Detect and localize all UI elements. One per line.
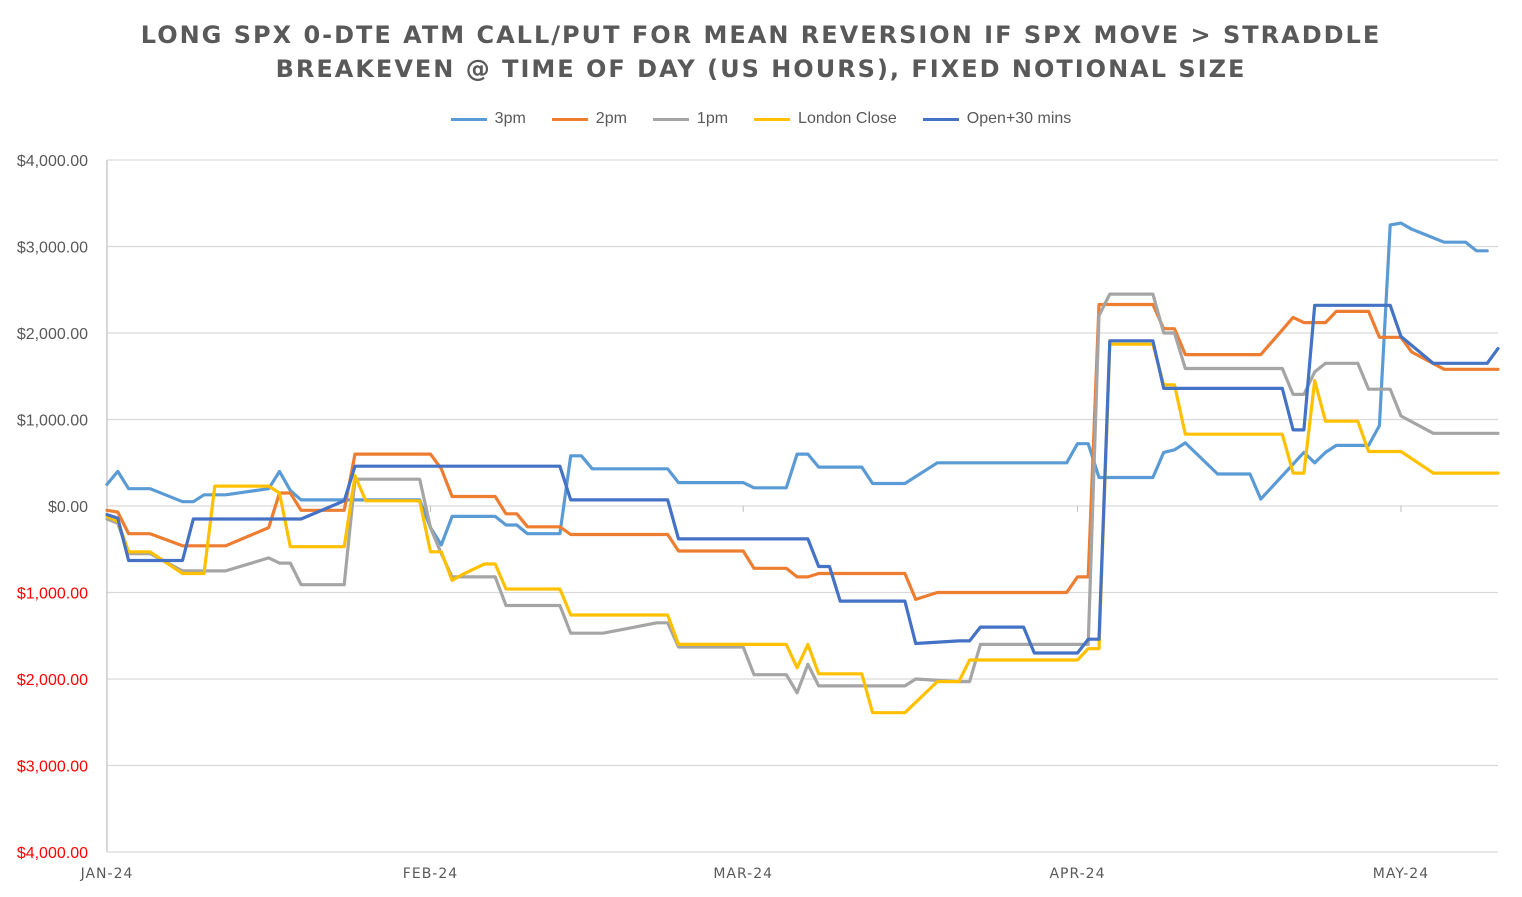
- x-tick-label: MAR-24: [713, 866, 773, 882]
- y-tick-label: $2,000.00: [17, 672, 88, 689]
- y-tick-label: $4,000.00: [17, 153, 88, 170]
- gridlines: [107, 159, 1498, 853]
- y-tick-label: $1,000.00: [17, 586, 88, 603]
- legend: 3pm 2pm 1pm London Close Open+30 mins: [0, 110, 1522, 128]
- legend-label: Open+30 mins: [966, 110, 1072, 127]
- series-lines: [105, 221, 1500, 715]
- legend-item: 3pm: [450, 110, 526, 128]
- legend-swatch: [754, 117, 791, 121]
- chart-title-line-2: BREAKEVEN @ TIME OF DAY (US HOURS), FIXE…: [275, 55, 1247, 83]
- chart-title-line-1: LONG SPX 0-DTE ATM CALL/PUT FOR MEAN REV…: [140, 21, 1382, 49]
- series-line-open-30-mins: [105, 303, 1500, 655]
- chart-title: LONG SPX 0-DTE ATM CALL/PUT FOR MEAN REV…: [0, 18, 1522, 86]
- x-tick-label: JAN-24: [80, 866, 134, 882]
- y-tick-label: $0.00: [48, 499, 88, 516]
- legend-swatch: [922, 117, 959, 121]
- legend-label: London Close: [798, 110, 897, 127]
- legend-item: 1pm: [652, 110, 729, 128]
- y-tick-label: $4,000.00: [17, 845, 88, 862]
- axes: $4,000.00 $3,000.00 $2,000.00 $1,000.00 $0.0…: [17, 153, 1429, 882]
- legend-label: 1pm: [696, 110, 729, 127]
- x-tick-label: FEB-24: [403, 866, 458, 882]
- x-tick-label: APR-24: [1049, 866, 1105, 882]
- series-line-2pm: [105, 302, 1500, 602]
- legend-item: London Close: [754, 110, 897, 128]
- legend-item: Open+30 mins: [922, 110, 1072, 128]
- series-line-london-close: [105, 342, 1500, 715]
- series-line-3pm: [105, 221, 1489, 547]
- series-line-1pm: [105, 292, 1500, 695]
- legend-item: 2pm: [551, 110, 627, 128]
- legend-swatch: [551, 117, 588, 121]
- y-tick-label: $3,000.00: [17, 759, 88, 776]
- y-tick-label: $1,000.00: [17, 413, 88, 430]
- legend-swatch: [450, 117, 487, 121]
- y-tick-label: $2,000.00: [17, 326, 88, 343]
- x-tick-label: MAY-24: [1373, 866, 1429, 882]
- legend-label: 2pm: [595, 110, 627, 127]
- legend-label: 3pm: [494, 110, 526, 127]
- legend-swatch: [652, 117, 689, 121]
- y-tick-label: $3,000.00: [17, 240, 88, 257]
